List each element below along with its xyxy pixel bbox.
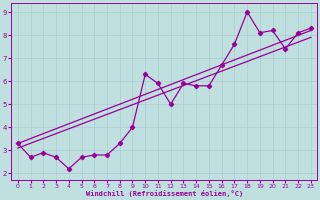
X-axis label: Windchill (Refroidissement éolien,°C): Windchill (Refroidissement éolien,°C) (86, 190, 243, 197)
